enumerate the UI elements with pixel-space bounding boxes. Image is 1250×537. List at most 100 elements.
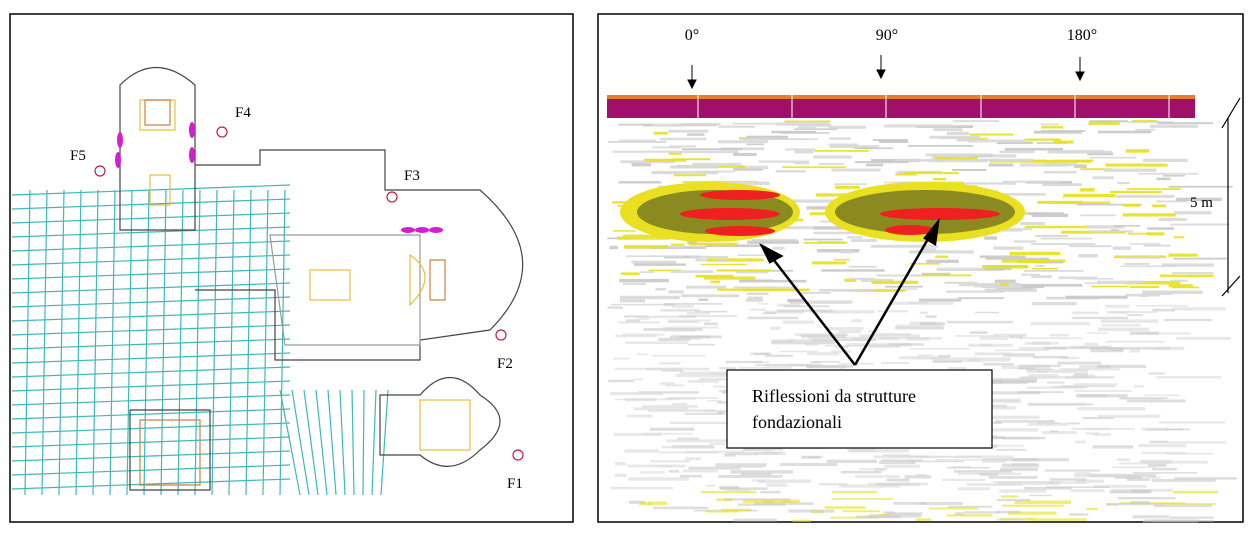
noise-stripe bbox=[1076, 394, 1127, 397]
noise-stripe bbox=[827, 460, 877, 463]
noise-stripe bbox=[989, 163, 1014, 166]
noise-stripe bbox=[803, 239, 842, 241]
noise-stripe bbox=[975, 312, 999, 314]
noise-stripe bbox=[1145, 394, 1181, 396]
noise-stripe bbox=[669, 470, 679, 473]
noise-stripe bbox=[933, 128, 962, 131]
noise-stripe bbox=[682, 470, 717, 473]
noise-stripe bbox=[629, 501, 645, 504]
noise-stripe bbox=[662, 446, 672, 448]
noise-stripe bbox=[997, 511, 1020, 514]
noise-stripe bbox=[618, 321, 660, 323]
angle-label: 0° bbox=[685, 27, 699, 44]
noise-stripe bbox=[799, 124, 832, 127]
noise-stripe bbox=[628, 477, 689, 480]
noise-stripe bbox=[668, 130, 708, 133]
figure: F5 F4 F3 F2 F1 0° 90° 180° 5 m Riflessio… bbox=[0, 0, 1250, 532]
noise-stripe bbox=[1104, 169, 1156, 172]
noise-stripe bbox=[1069, 513, 1088, 515]
noise-stripe bbox=[672, 305, 694, 308]
noise-stripe bbox=[968, 139, 1026, 142]
noise-stripe bbox=[1111, 229, 1119, 231]
noise-stripe bbox=[758, 479, 811, 482]
noise-stripe bbox=[1080, 214, 1115, 216]
noise-stripe bbox=[1166, 429, 1190, 431]
noise-stripe bbox=[701, 264, 747, 266]
noise-stripe bbox=[679, 315, 737, 317]
noise-stripe bbox=[1159, 421, 1225, 423]
noise-stripe bbox=[1144, 245, 1171, 247]
noise-stripe bbox=[979, 344, 992, 346]
noise-stripe bbox=[1098, 131, 1151, 134]
noise-stripe bbox=[1108, 348, 1124, 351]
noise-stripe bbox=[738, 254, 770, 256]
noise-stripe bbox=[697, 171, 735, 173]
noise-stripe bbox=[992, 428, 1038, 431]
noise-stripe bbox=[876, 274, 923, 276]
noise-stripe bbox=[932, 361, 962, 363]
noise-stripe bbox=[954, 470, 1012, 473]
noise-stripe bbox=[662, 370, 683, 372]
noise-stripe bbox=[1156, 177, 1170, 180]
noise-stripe bbox=[671, 244, 685, 246]
noise-stripe bbox=[801, 335, 846, 338]
noise-stripe bbox=[742, 449, 772, 451]
noise-stripe bbox=[1072, 312, 1099, 315]
noise-stripe bbox=[970, 134, 1014, 136]
noise-stripe bbox=[615, 462, 625, 465]
noise-stripe bbox=[685, 457, 701, 460]
noise-stripe bbox=[916, 474, 926, 477]
noise-stripe bbox=[670, 165, 719, 168]
noise-stripe bbox=[672, 403, 687, 406]
noise-stripe bbox=[855, 475, 900, 478]
noise-stripe bbox=[1102, 324, 1141, 326]
noise-stripe bbox=[1110, 191, 1162, 193]
noise-stripe bbox=[619, 124, 652, 126]
noise-stripe bbox=[847, 449, 875, 452]
noise-stripe bbox=[1078, 254, 1097, 257]
noise-stripe bbox=[1160, 275, 1214, 278]
noise-stripe bbox=[1053, 386, 1089, 389]
noise-stripe bbox=[1150, 477, 1161, 479]
noise-stripe bbox=[1150, 125, 1198, 128]
noise-stripe bbox=[954, 455, 1013, 458]
noise-stripe bbox=[783, 321, 814, 324]
noise-stripe bbox=[1109, 311, 1157, 313]
noise-stripe bbox=[682, 148, 742, 150]
noise-stripe bbox=[627, 414, 653, 417]
noise-stripe bbox=[1027, 286, 1045, 288]
noise-stripe bbox=[624, 245, 668, 248]
noise-stripe bbox=[651, 355, 705, 357]
noise-stripe bbox=[1035, 265, 1045, 267]
noise-stripe bbox=[1156, 376, 1221, 378]
noise-stripe bbox=[1173, 491, 1218, 494]
noise-stripe bbox=[935, 256, 948, 258]
noise-stripe bbox=[1126, 149, 1149, 152]
noise-stripe bbox=[821, 269, 884, 271]
noise-stripe bbox=[1123, 213, 1176, 216]
noise-stripe bbox=[838, 330, 861, 333]
noise-stripe bbox=[993, 422, 1002, 424]
noise-stripe bbox=[812, 261, 846, 264]
noise-stripe bbox=[993, 378, 1038, 381]
noise-stripe bbox=[814, 150, 869, 152]
noise-stripe bbox=[947, 514, 993, 516]
noise-stripe bbox=[653, 507, 708, 510]
noise-stripe bbox=[1138, 444, 1186, 447]
noise-stripe bbox=[1138, 173, 1198, 175]
noise-stripe bbox=[1086, 508, 1097, 510]
noise-stripe bbox=[1025, 139, 1061, 141]
noise-stripe bbox=[1098, 328, 1149, 331]
noise-stripe bbox=[1071, 489, 1105, 492]
noise-stripe bbox=[747, 241, 799, 244]
noise-stripe bbox=[879, 337, 942, 340]
noise-stripe bbox=[608, 306, 623, 309]
noise-stripe bbox=[831, 498, 892, 500]
noise-stripe bbox=[1093, 176, 1114, 179]
noise-stripe bbox=[794, 150, 813, 153]
noise-stripe bbox=[1024, 270, 1084, 272]
noise-stripe bbox=[657, 465, 672, 467]
noise-stripe bbox=[885, 286, 923, 288]
noise-stripe bbox=[926, 315, 937, 318]
noise-stripe bbox=[615, 474, 627, 477]
